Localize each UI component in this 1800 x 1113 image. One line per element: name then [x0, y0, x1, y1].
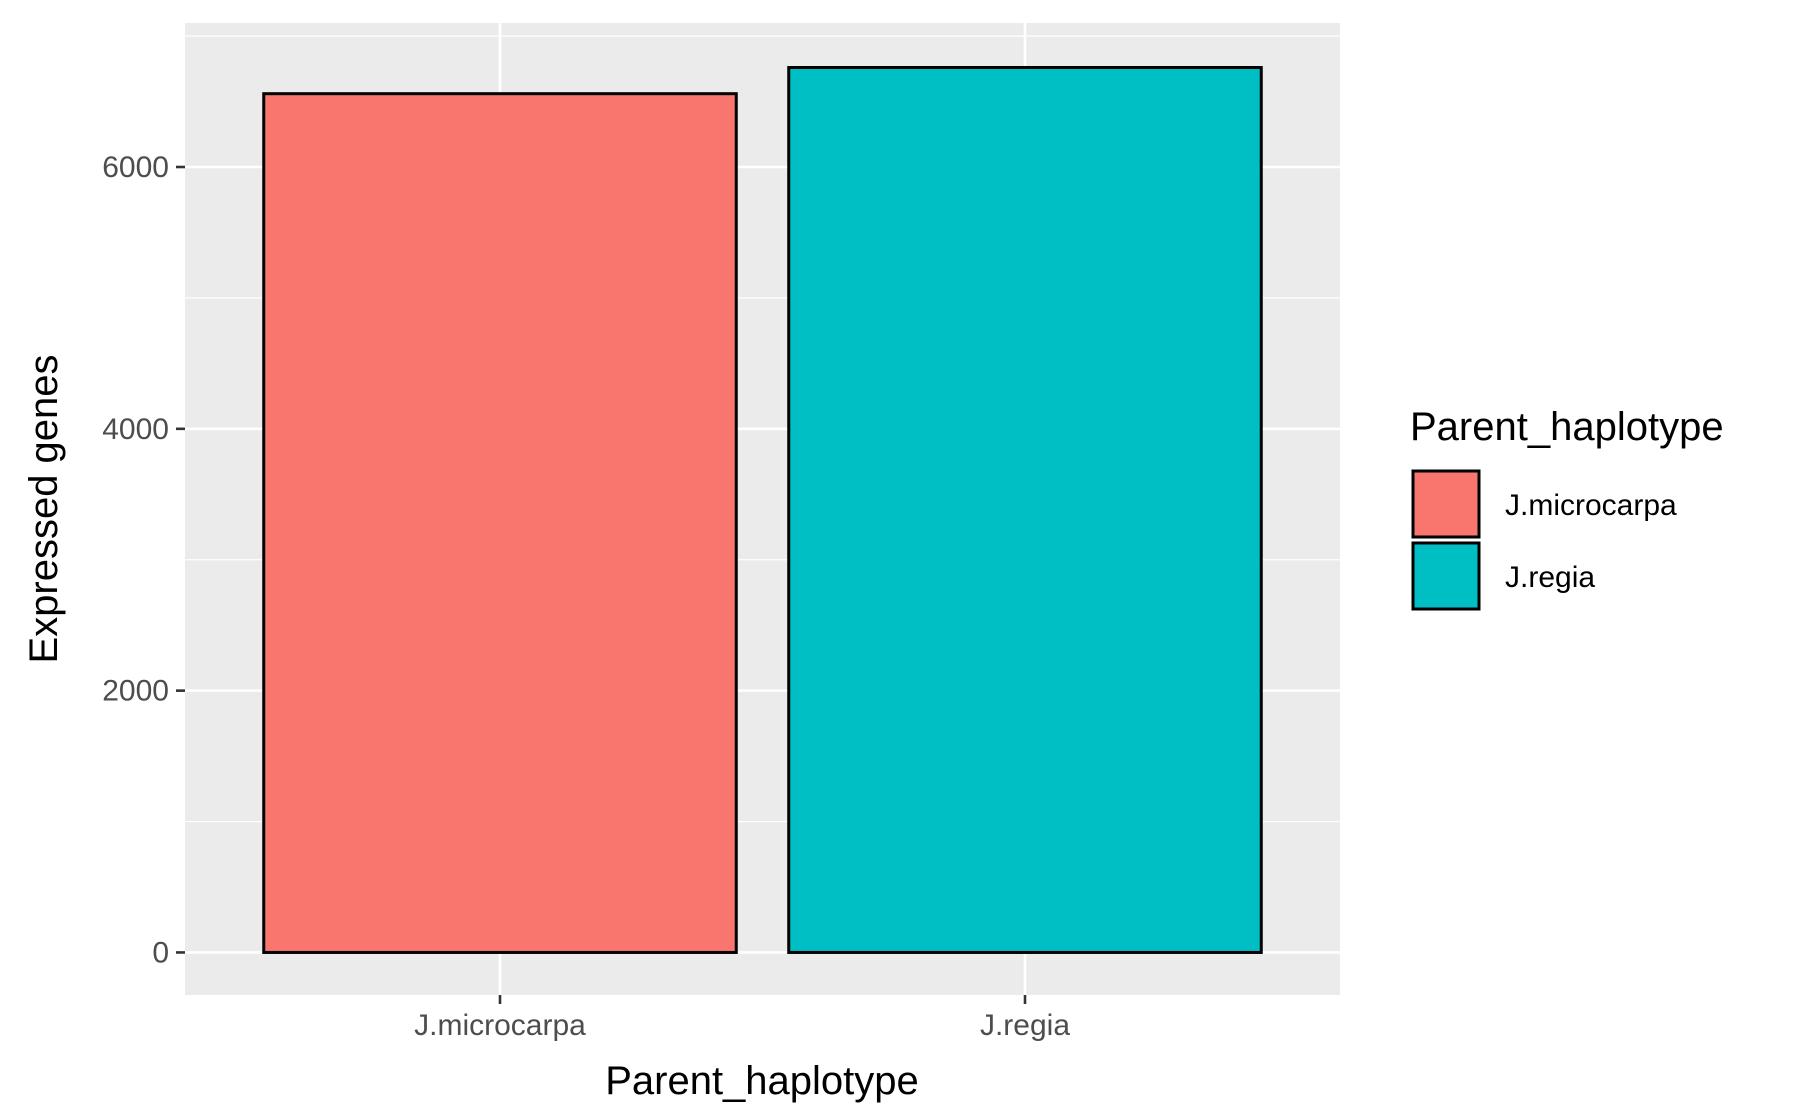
x-tick-label: J.regia [980, 1009, 1070, 1042]
x-axis-title: Parent_haplotype [605, 1059, 919, 1103]
y-axis-title: Expressed genes [22, 354, 66, 663]
y-tick-label: 2000 [102, 675, 169, 708]
legend-entries: J.microcarpa J.regia [1411, 469, 1677, 611]
bars [262, 66, 1263, 954]
legend-label: J.microcarpa [1505, 489, 1677, 522]
x-tick-label: J.microcarpa [414, 1009, 586, 1042]
legend-key-j-regia [1411, 541, 1481, 611]
legend-title: Parent_haplotype [1410, 405, 1724, 449]
legend: Parent_haplotype J.microcarpa J.regia [1410, 405, 1724, 611]
y-tick-label: 0 [152, 936, 169, 969]
x-axis: J.microcarpa J.regia [414, 995, 1070, 1042]
bar-j-regia [787, 66, 1263, 954]
y-axis: 0 2000 4000 6000 [102, 151, 185, 969]
legend-label: J.regia [1505, 561, 1595, 594]
y-tick-label: 4000 [102, 413, 169, 446]
bar-j-microcarpa [262, 92, 738, 954]
legend-key-j-microcarpa [1411, 469, 1481, 539]
y-tick-label: 6000 [102, 151, 169, 184]
